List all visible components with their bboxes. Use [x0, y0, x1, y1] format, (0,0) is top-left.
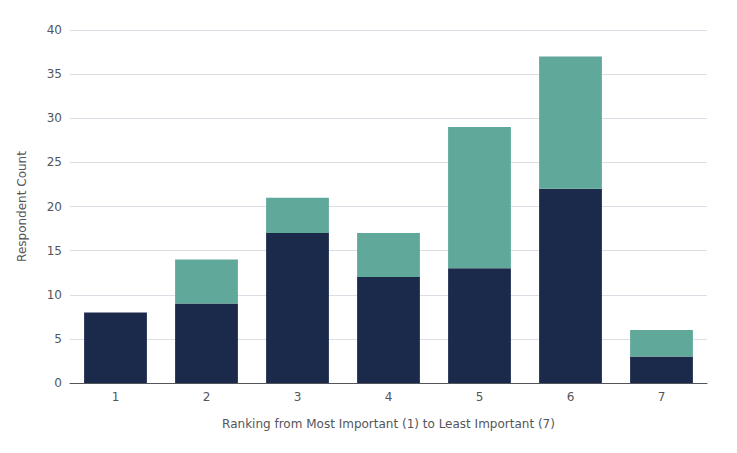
svg-text:1: 1: [112, 390, 120, 404]
svg-text:Respondent Count: Respondent Count: [15, 151, 29, 262]
svg-text:5: 5: [54, 332, 62, 346]
svg-text:4: 4: [385, 390, 393, 404]
svg-text:7: 7: [658, 390, 666, 404]
svg-text:3: 3: [294, 390, 302, 404]
svg-text:15: 15: [47, 244, 62, 258]
svg-text:10: 10: [47, 288, 62, 302]
svg-text:0: 0: [54, 376, 62, 390]
svg-text:2: 2: [203, 390, 211, 404]
svg-text:25: 25: [47, 155, 62, 169]
svg-text:6: 6: [567, 390, 575, 404]
svg-text:20: 20: [47, 200, 62, 214]
svg-text:40: 40: [47, 23, 62, 37]
svg-text:Ranking from Most Important (1: Ranking from Most Important (1) to Least…: [222, 417, 555, 431]
svg-text:5: 5: [476, 390, 484, 404]
svg-text:30: 30: [47, 111, 62, 125]
svg-text:35: 35: [47, 67, 62, 81]
